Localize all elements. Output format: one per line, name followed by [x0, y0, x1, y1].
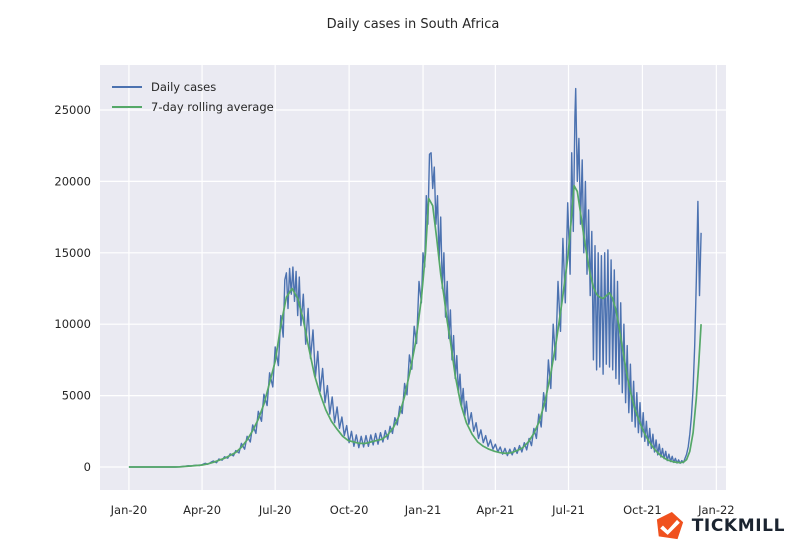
chart-legend: Daily cases 7-day rolling average: [112, 77, 274, 117]
legend-label-rolling-average: 7-day rolling average: [151, 100, 274, 114]
x-tick-label: Apr-21: [476, 503, 514, 517]
x-tick-label: Jul-20: [258, 503, 292, 517]
y-tick-label: 25000: [54, 103, 91, 117]
x-tick-label: Jan-21: [404, 503, 442, 517]
x-tick-label: Oct-21: [623, 503, 662, 517]
brand-name: TICKMILL: [691, 516, 785, 536]
legend-item-rolling-average: 7-day rolling average: [112, 97, 274, 117]
legend-item-daily-cases: Daily cases: [112, 77, 274, 97]
series-line-0: [128, 87, 702, 468]
y-tick-label: 15000: [54, 246, 91, 260]
rolling-average-line-swatch: [112, 105, 142, 109]
y-tick-label: 20000: [54, 174, 91, 188]
x-tick-label: Jul-21: [551, 503, 585, 517]
x-tick-label: Oct-20: [330, 503, 369, 517]
x-tick-label: Apr-20: [183, 503, 221, 517]
daily-cases-line-swatch: [112, 85, 142, 89]
y-tick-label: 10000: [54, 317, 91, 331]
tickmill-check-pentagon-icon: [656, 511, 683, 540]
x-tick-label: Jan-20: [110, 503, 148, 517]
y-tick-label: 0: [84, 460, 91, 474]
series-line-1: [128, 184, 702, 468]
brand-logo: TICKMILL: [655, 511, 785, 541]
legend-label-daily-cases: Daily cases: [151, 80, 217, 94]
plot-background: [100, 65, 726, 490]
y-tick-label: 5000: [62, 389, 91, 403]
chart-title: Daily cases in South Africa: [326, 17, 500, 32]
x-tick-label: Jan-22: [697, 503, 735, 517]
